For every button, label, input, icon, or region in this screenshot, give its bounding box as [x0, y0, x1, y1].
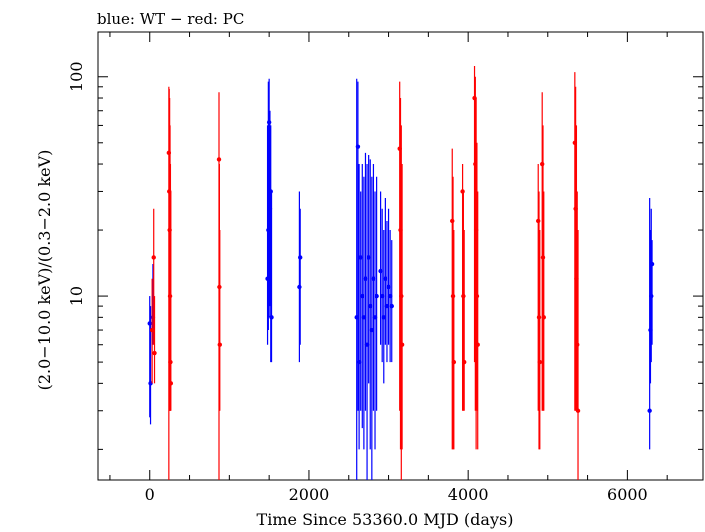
x-axis-label: Time Since 53360.0 MJD (days) [257, 510, 514, 529]
chart-title: blue: WT − red: PC [97, 10, 244, 28]
data-point [168, 381, 174, 386]
data-point [539, 161, 545, 167]
data-point [297, 255, 303, 260]
data-point [649, 261, 655, 267]
data-point [266, 120, 272, 125]
data-point [475, 342, 480, 347]
data-point [152, 350, 157, 356]
data-point [450, 218, 455, 224]
x-tick-label: 0 [145, 485, 155, 504]
plot-frame [97, 31, 704, 481]
data-point [151, 255, 156, 260]
data-point [537, 359, 543, 365]
data-point [268, 189, 273, 194]
data-point [540, 255, 546, 260]
data-point [541, 315, 546, 320]
y-axis-label: (2.0−10.0 keV)/(0.3−2.0 keV) [35, 150, 54, 391]
data-point [450, 293, 456, 299]
data-point [374, 293, 379, 299]
data-point [647, 408, 652, 413]
data-point [269, 315, 274, 320]
data-point [536, 315, 542, 320]
data-point [461, 293, 466, 299]
data-point [536, 218, 541, 224]
data-point [217, 342, 222, 347]
data-point [389, 303, 394, 309]
data-point [649, 293, 654, 299]
data-marks [147, 65, 655, 480]
data-point [460, 189, 465, 194]
data-point [575, 408, 581, 413]
data-point [216, 157, 222, 162]
axis-ticks: 0 2000 4000 6000 10 100 [67, 32, 703, 504]
data-point [355, 144, 361, 149]
series-wt [147, 78, 655, 480]
data-point [399, 293, 404, 299]
x-tick-label: 2000 [289, 485, 330, 504]
data-point [147, 321, 152, 326]
series-pc [149, 65, 581, 480]
data-point [461, 359, 467, 365]
data-point [297, 284, 302, 290]
data-point [575, 342, 580, 347]
data-point [451, 359, 457, 365]
y-tick-label: 10 [67, 286, 86, 306]
x-tick-label: 4000 [448, 485, 489, 504]
data-point [399, 342, 405, 347]
data-point [474, 293, 480, 299]
y-tick-label: 100 [67, 61, 86, 92]
x-tick-label: 6000 [607, 485, 648, 504]
